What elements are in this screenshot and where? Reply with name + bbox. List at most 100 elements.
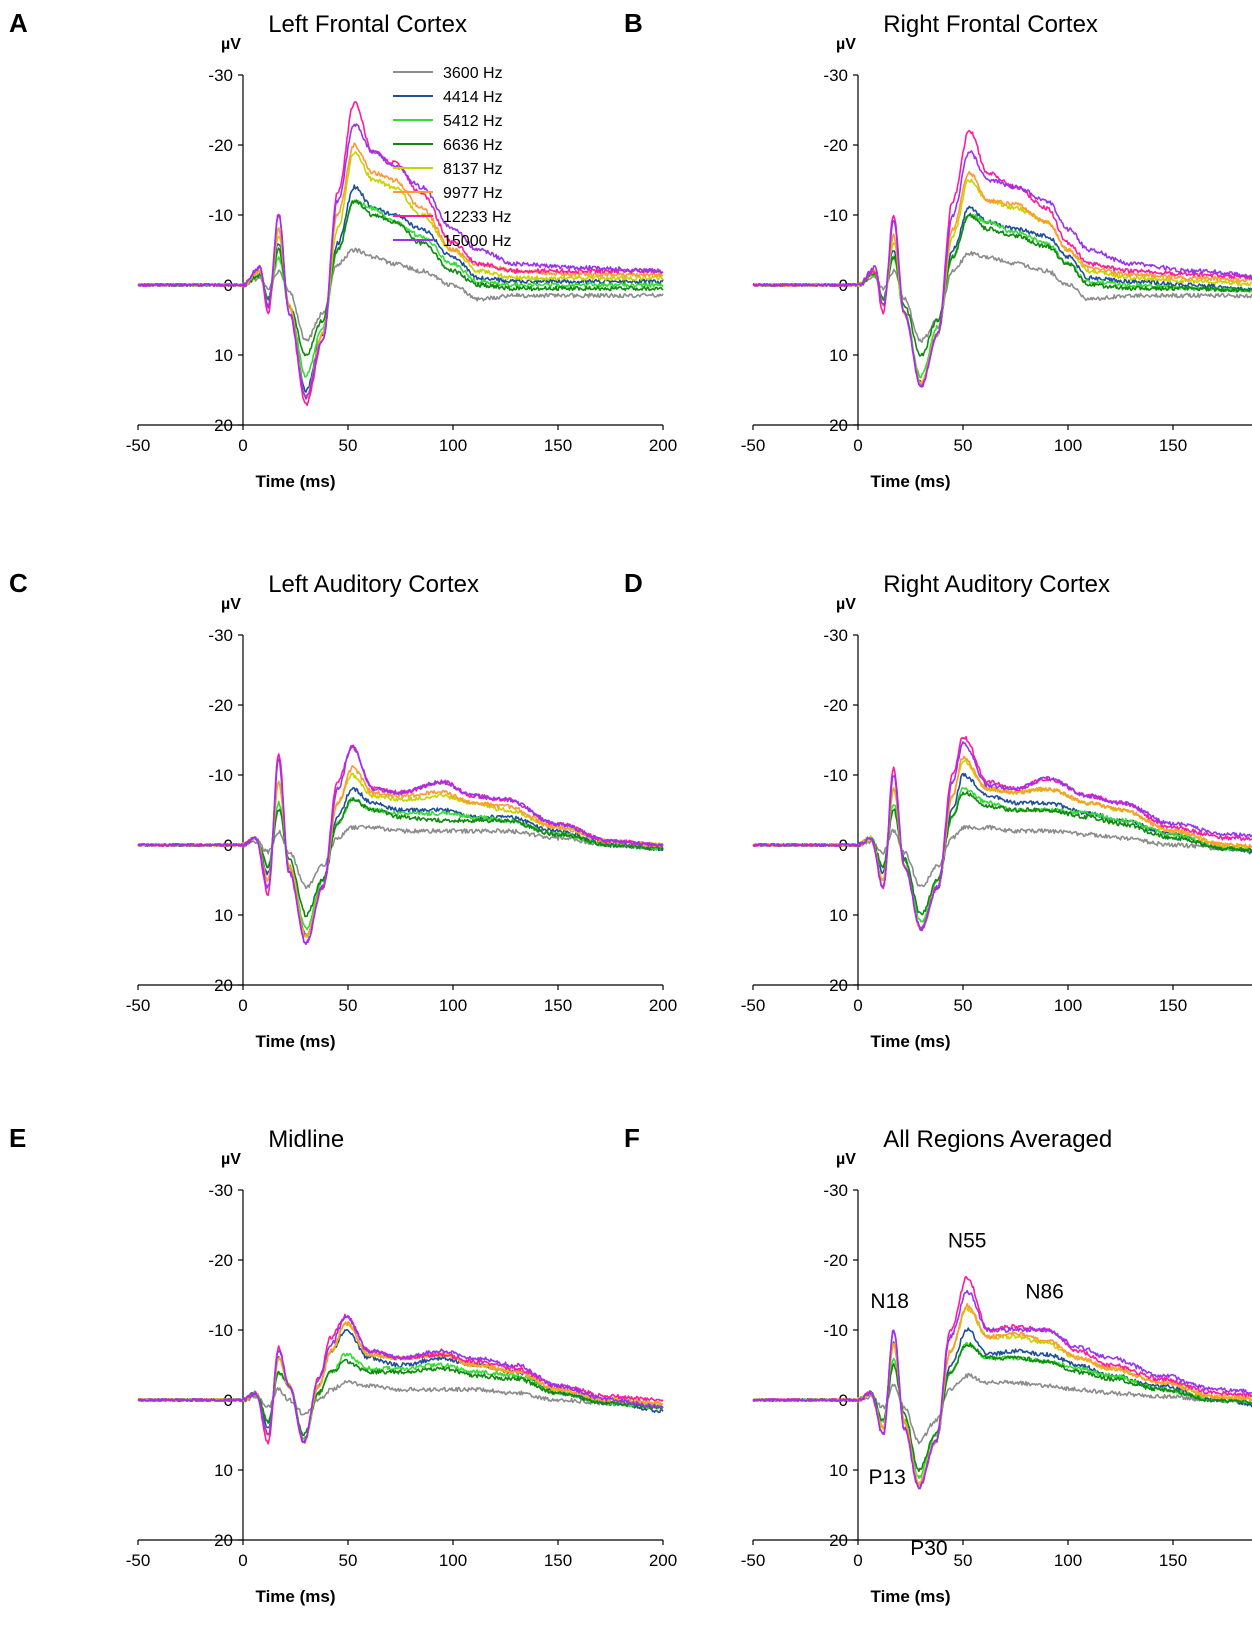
legend-label: 9977 Hz xyxy=(443,185,503,202)
x-tick-label: 100 xyxy=(439,436,467,455)
y-tick-label: -10 xyxy=(823,1321,848,1340)
y-tick-label: 10 xyxy=(829,1461,848,1480)
x-tick-label: 150 xyxy=(1159,1551,1187,1570)
x-tick-label: 100 xyxy=(439,1551,467,1570)
peak-label-p30: P30 xyxy=(910,1537,947,1560)
y-tick-label: 10 xyxy=(214,1461,233,1480)
x-tick-label: -50 xyxy=(741,436,766,455)
y-tick-label: -10 xyxy=(823,206,848,225)
panel-letter: A xyxy=(9,8,28,38)
panel-title: Right Frontal Cortex xyxy=(883,11,1098,38)
legend-label: 15000 Hz xyxy=(443,233,512,250)
y-tick-label: -30 xyxy=(823,66,848,85)
y-tick-label: -30 xyxy=(823,1181,848,1200)
trace-15000-hz xyxy=(137,1315,664,1444)
y-tick-label: 20 xyxy=(829,416,848,435)
x-tick-label: 50 xyxy=(954,436,973,455)
x-tick-label: 150 xyxy=(1159,996,1187,1015)
trace-6636-hz xyxy=(137,797,664,918)
peak-label-p13: P13 xyxy=(869,1466,906,1489)
y-unit-label: µV xyxy=(836,596,856,613)
y-tick-label: -20 xyxy=(823,696,848,715)
x-tick-label: 100 xyxy=(1054,1551,1082,1570)
panel-D: D Right Auditory Cortex µV -30 -20 -10 0 10 20 -5… xyxy=(624,568,1252,1051)
y-tick-label: -10 xyxy=(208,206,233,225)
trace-15000-hz xyxy=(137,744,664,944)
y-unit-label: µV xyxy=(221,36,241,53)
legend-label: 6636 Hz xyxy=(443,137,503,154)
x-axis-title: Time (ms) xyxy=(256,1032,336,1051)
y-tick-label: -20 xyxy=(208,136,233,155)
trace-9977-hz xyxy=(137,1321,664,1444)
x-tick-label: 200 xyxy=(649,996,677,1015)
x-tick-label: 100 xyxy=(1054,436,1082,455)
trace-6636-hz xyxy=(138,1358,664,1436)
x-tick-label: 150 xyxy=(544,1551,572,1570)
legend: 3600 Hz 4414 Hz 5412 Hz 6636 Hz 8137 Hz 9977 … xyxy=(393,65,512,250)
y-unit-label: µV xyxy=(836,1151,856,1168)
y-tick-label: -20 xyxy=(823,1251,848,1270)
trace-6636-hz xyxy=(752,1342,1252,1473)
x-tick-label: 50 xyxy=(339,996,358,1015)
trace-3600-hz xyxy=(752,250,1252,344)
x-tick-label: -50 xyxy=(126,996,151,1015)
y-tick-label: -10 xyxy=(208,1321,233,1340)
peak-label-n86: N86 xyxy=(1025,1281,1064,1304)
trace-4414-hz xyxy=(137,1328,664,1444)
trace-15000-hz xyxy=(752,741,1252,932)
y-tick-label: -20 xyxy=(823,136,848,155)
y-tick-label: 10 xyxy=(214,346,233,365)
peak-label-n18: N18 xyxy=(870,1290,909,1313)
x-axis-title: Time (ms) xyxy=(871,1587,951,1606)
y-tick-label: 20 xyxy=(829,976,848,995)
x-tick-label: 150 xyxy=(544,436,572,455)
y-tick-label: -30 xyxy=(208,1181,233,1200)
x-tick-label: 100 xyxy=(1054,996,1082,1015)
panel-letter: E xyxy=(9,1123,26,1153)
panel-letter: D xyxy=(624,568,643,598)
panel-title: Midline xyxy=(268,1126,344,1153)
x-axis-title: Time (ms) xyxy=(871,1032,951,1051)
x-tick-label: 0 xyxy=(238,1551,247,1570)
panel-B: B Right Frontal Cortex µV -30 -20 -10 0 10 20 -50… xyxy=(624,8,1252,491)
trace-5412-hz xyxy=(752,787,1252,923)
x-tick-label: -50 xyxy=(126,436,151,455)
x-tick-label: 0 xyxy=(853,996,862,1015)
y-tick-label: -20 xyxy=(208,1251,233,1270)
x-tick-label: 200 xyxy=(649,436,677,455)
panel-C: C Left Auditory Cortex µV -30 -20 -10 0 10 20 -50… xyxy=(9,568,677,1051)
y-unit-label: µV xyxy=(221,1151,241,1168)
legend-label: 5412 Hz xyxy=(443,113,503,130)
x-tick-label: -50 xyxy=(126,1551,151,1570)
y-tick-label: -30 xyxy=(208,66,233,85)
x-tick-label: 150 xyxy=(1159,436,1187,455)
y-tick-label: 20 xyxy=(214,1531,233,1550)
x-tick-label: 50 xyxy=(339,436,358,455)
legend-label: 8137 Hz xyxy=(443,161,503,178)
panel-letter: C xyxy=(9,568,28,598)
trace-9977-hz xyxy=(752,170,1252,386)
x-tick-label: 150 xyxy=(544,996,572,1015)
trace-3600-hz xyxy=(137,247,664,342)
panel-F: F All Regions Averaged µV -30 -20 -10 0 10 20 -50… xyxy=(624,1123,1252,1606)
trace-9977-hz xyxy=(752,755,1252,931)
panel-title: Left Frontal Cortex xyxy=(268,11,467,38)
y-tick-label: 10 xyxy=(829,346,848,365)
y-tick-label: -10 xyxy=(208,766,233,785)
y-tick-label: 20 xyxy=(214,416,233,435)
x-tick-label: 0 xyxy=(853,436,862,455)
x-axis-title: Time (ms) xyxy=(256,472,336,491)
legend-label: 4414 Hz xyxy=(443,89,503,106)
peak-label-n55: N55 xyxy=(948,1230,987,1253)
x-tick-label: 0 xyxy=(853,1551,862,1570)
panel-title: Right Auditory Cortex xyxy=(883,571,1110,598)
panel-letter: B xyxy=(624,8,643,38)
y-tick-label: 20 xyxy=(829,1531,848,1550)
y-unit-label: µV xyxy=(836,36,856,53)
x-tick-label: 0 xyxy=(238,996,247,1015)
y-tick-label: 10 xyxy=(214,906,233,925)
trace-4414-hz xyxy=(752,1327,1252,1487)
